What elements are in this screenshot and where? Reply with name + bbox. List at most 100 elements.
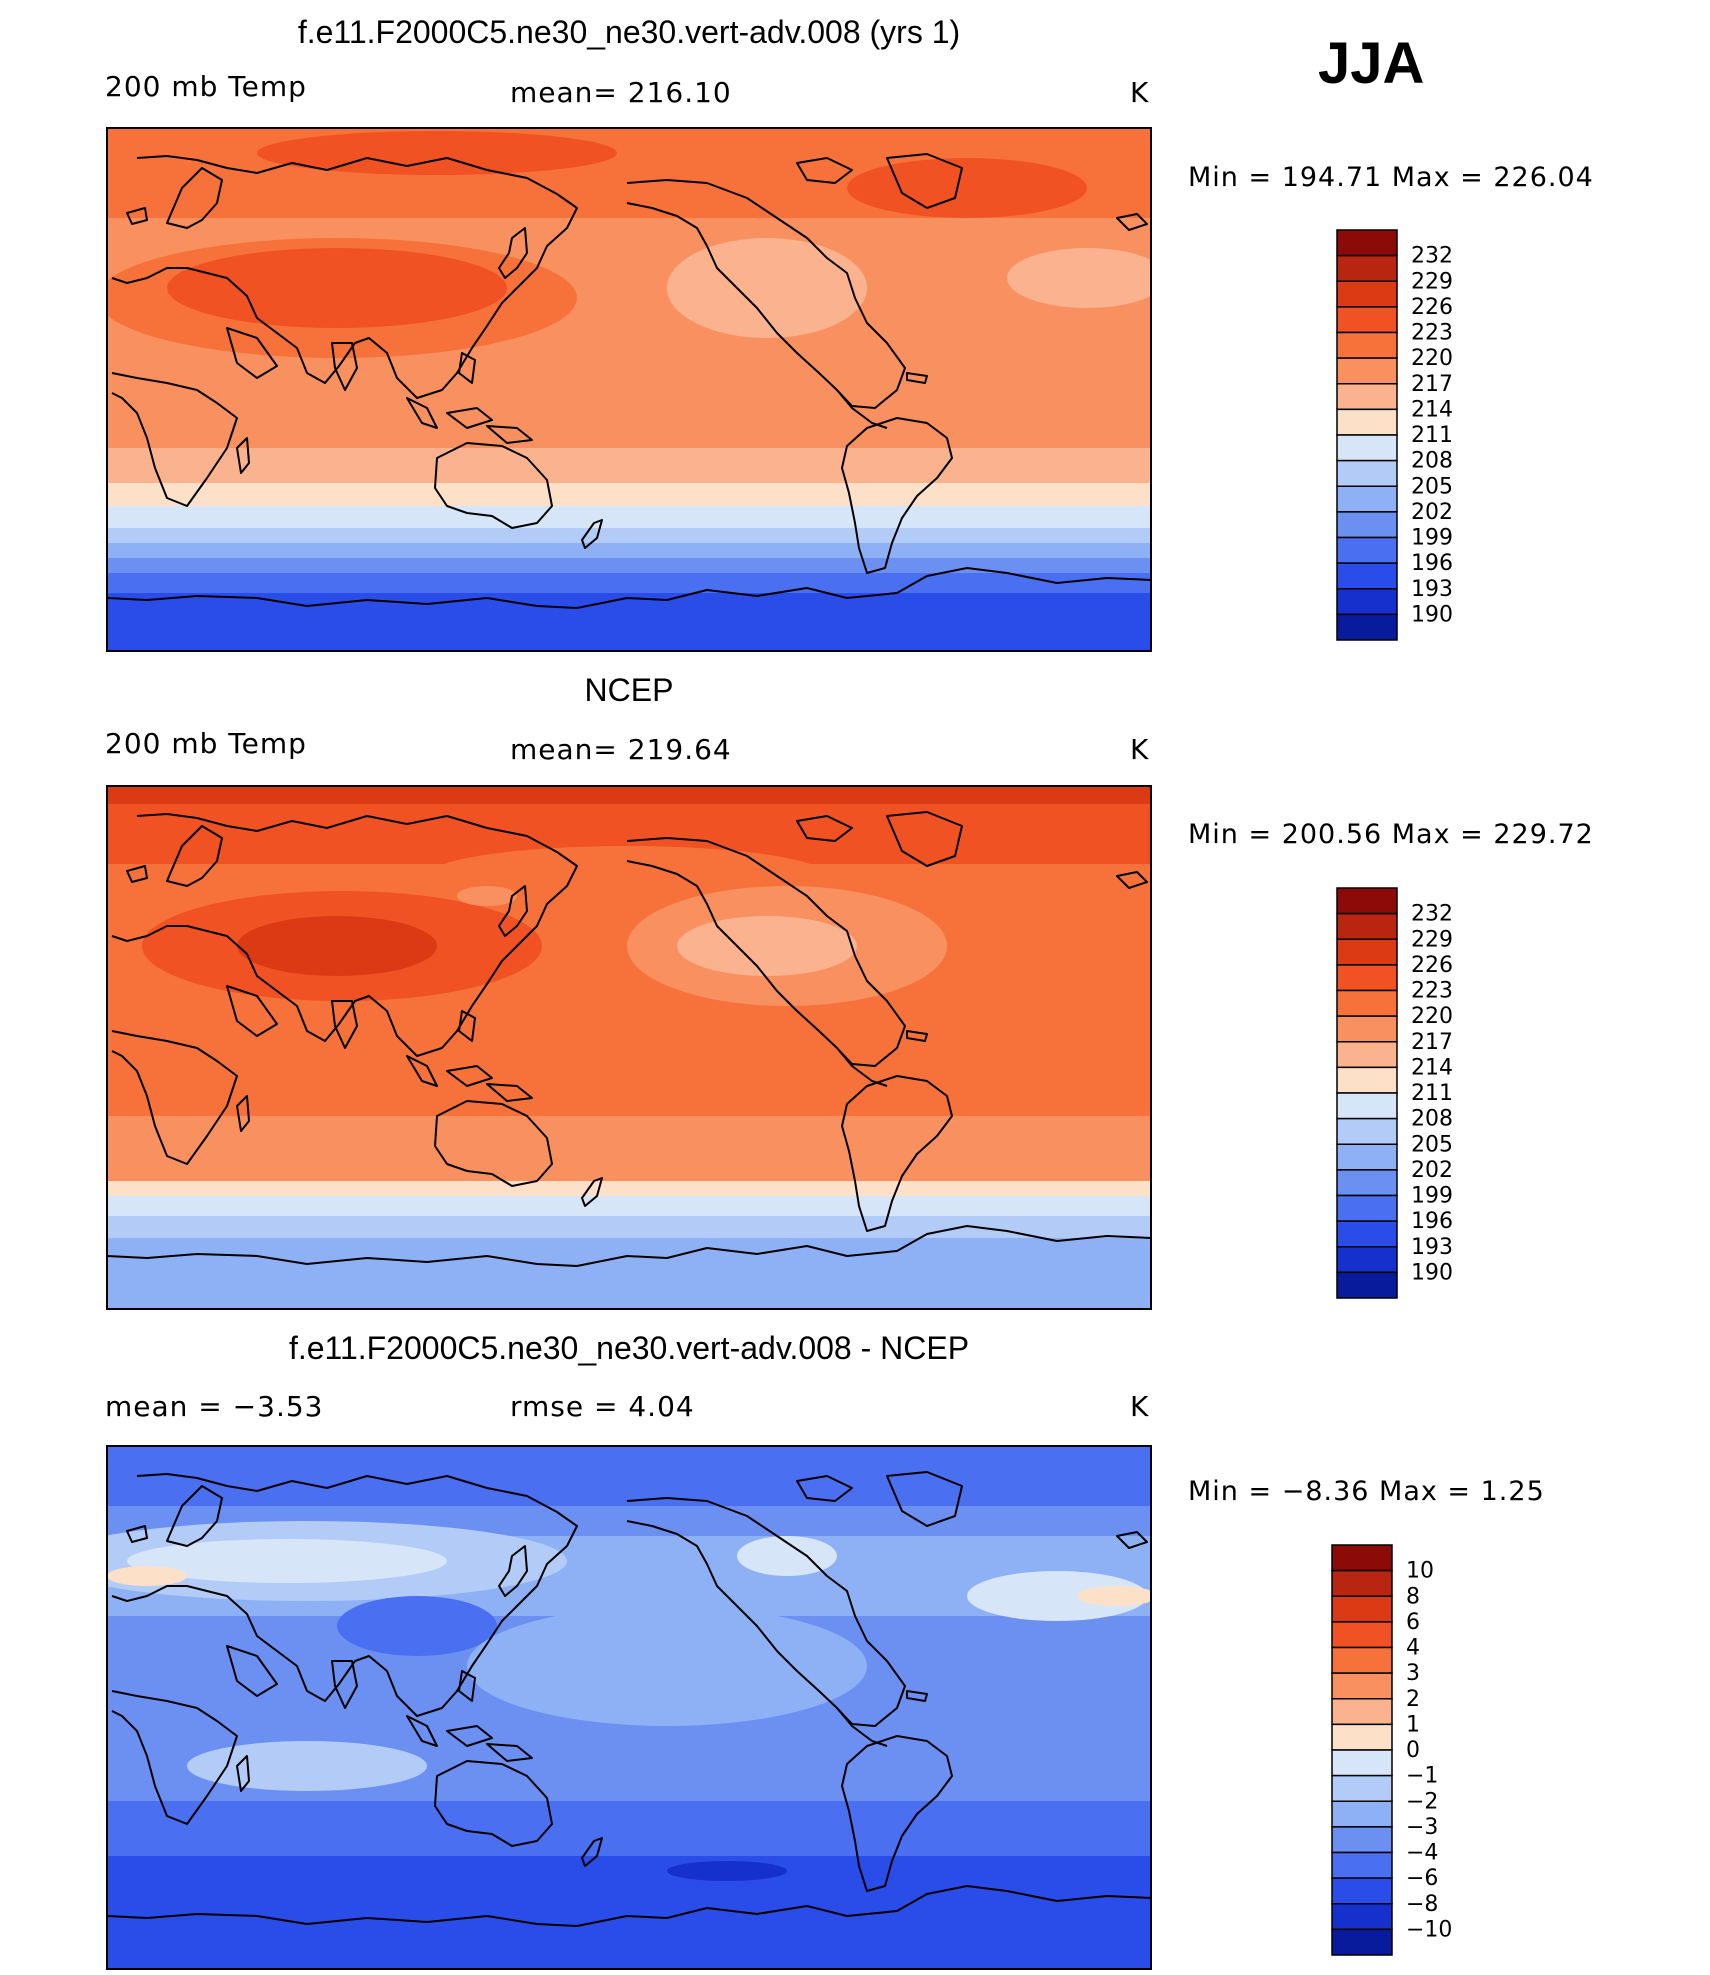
colorbar-swatch [1331,1903,1393,1931]
colorbar-ncep: 2322292262232202172142112082052021991961… [1336,887,1453,1299]
colorbar-tick-label: −2 [1406,1789,1438,1814]
colorbar-swatch [1336,1143,1398,1171]
colorbar-tick-label: 226 [1411,953,1453,978]
panel-units: K [1130,76,1150,109]
colorbar-swatch [1336,1117,1398,1145]
colorbar-swatch [1336,459,1398,487]
colorbar-tick-label: 205 [1411,474,1453,499]
panel-minmax: Min = 194.71 Max = 226.04 [1188,162,1594,193]
colorbar-swatch [1336,1066,1398,1094]
colorbar-swatch [1331,1877,1393,1905]
colorbar-swatch [1336,511,1398,539]
panel-units: K [1130,733,1150,766]
colorbar-tick-label: 199 [1411,1184,1453,1209]
colorbar-swatch [1336,613,1398,641]
colorbar-swatch [1336,938,1398,966]
colorbar-swatch [1336,229,1398,257]
colorbar-tick-label: 193 [1411,1235,1453,1260]
colorbar-swatch [1331,1698,1393,1726]
panel-title: f.e11.F2000C5.ne30_ne30.vert-adv.008 (yr… [297,14,961,50]
colorbar-swatch [1336,408,1398,436]
colorbar-tick-label: 217 [1411,1030,1453,1055]
colorbar-swatch [1331,1646,1393,1674]
colorbar-swatch [1336,887,1398,915]
colorbar-tick-label: 211 [1411,1081,1453,1106]
panel-left-label: 200 mb Temp [105,727,307,760]
season-label: JJA [1318,31,1425,96]
colorbar-tick-label: 8 [1406,1584,1420,1609]
colorbar-swatch [1336,306,1398,334]
colorbar-swatch [1331,1774,1393,1802]
colorbar-swatch [1336,1041,1398,1069]
colorbar-tick-label: 232 [1411,902,1453,927]
colorbar-swatch [1336,562,1398,590]
colorbar-swatch [1336,485,1398,513]
colorbar-tick-label: 208 [1411,1107,1453,1132]
colorbar-swatch [1336,912,1398,940]
colorbar-tick-label: 1 [1406,1712,1420,1737]
colorbar-swatch [1336,434,1398,462]
panel-title: f.e11.F2000C5.ne30_ne30.vert-adv.008 - N… [288,1330,970,1366]
colorbar-tick-label: 220 [1411,346,1453,371]
colorbar-tick-label: 202 [1411,500,1453,525]
colorbar-tick-label: 205 [1411,1132,1453,1157]
colorbar-tick-label: 10 [1406,1559,1434,1584]
colorbar-swatch [1336,1092,1398,1120]
colorbar-swatch [1336,357,1398,385]
colorbar-swatch [1336,1246,1398,1274]
panel-minmax: Min = −8.36 Max = 1.25 [1188,1476,1545,1507]
colorbar-tick-label: 217 [1411,372,1453,397]
colorbar-swatch [1336,1220,1398,1248]
colorbar-tick-label: 223 [1411,321,1453,346]
colorbar-tick-label: −6 [1406,1866,1438,1891]
colorbar-tick-label: 232 [1411,244,1453,269]
colorbar-swatch [1331,1800,1393,1828]
colorbar-swatch [1331,1672,1393,1700]
panel-left-label: mean = −3.53 [105,1390,324,1423]
colorbar-tick-label: 199 [1411,526,1453,551]
colorbar-tick-label: 229 [1411,927,1453,952]
colorbar-tick-label: −1 [1406,1764,1438,1789]
colorbar-tick-label: 229 [1411,269,1453,294]
panel-center-label: mean= 216.10 [510,76,732,109]
colorbar-tick-label: −4 [1406,1841,1438,1866]
panel-left-label: 200 mb Temp [105,70,307,103]
colorbar-tick-label: 226 [1411,295,1453,320]
colorbar-swatch [1336,536,1398,564]
colorbar-swatch [1331,1928,1393,1956]
colorbar-swatch [1331,1621,1393,1649]
panel-units: K [1130,1390,1150,1423]
colorbar-swatch [1331,1749,1393,1777]
colorbar-tick-label: 211 [1411,423,1453,448]
map-model [106,127,1152,652]
colorbar-swatch [1331,1723,1393,1751]
colorbar-swatch [1336,254,1398,282]
colorbar-swatch [1336,1169,1398,1197]
colorbar-swatch [1331,1826,1393,1854]
colorbar-swatch [1336,1015,1398,1043]
colorbar-tick-label: −10 [1406,1917,1452,1942]
colorbar-tick-label: 4 [1406,1636,1420,1661]
colorbar-tick-label: 214 [1411,397,1453,422]
colorbar-swatch [1336,588,1398,616]
panel-title: NCEP [584,672,674,708]
colorbar-tick-label: 6 [1406,1610,1420,1635]
colorbar-tick-label: 3 [1406,1661,1420,1686]
colorbar-swatch [1336,331,1398,359]
colorbar-tick-label: 2 [1406,1687,1420,1712]
colorbar-tick-label: 190 [1411,1260,1453,1285]
colorbar-model: 2322292262232202172142112082052021991961… [1336,229,1453,641]
colorbar-tick-label: 193 [1411,577,1453,602]
map-difference [106,1445,1152,1970]
colorbar-swatch [1336,280,1398,308]
colorbar-swatch [1331,1544,1393,1572]
colorbar-swatch [1336,989,1398,1017]
colorbar-swatch [1331,1569,1393,1597]
panel-minmax: Min = 200.56 Max = 229.72 [1188,819,1594,850]
colorbar-swatch [1336,1194,1398,1222]
colorbar-tick-label: 190 [1411,602,1453,627]
colorbar-swatch [1336,383,1398,411]
colorbar-tick-label: 0 [1406,1738,1420,1763]
colorbar-tick-label: 214 [1411,1055,1453,1080]
